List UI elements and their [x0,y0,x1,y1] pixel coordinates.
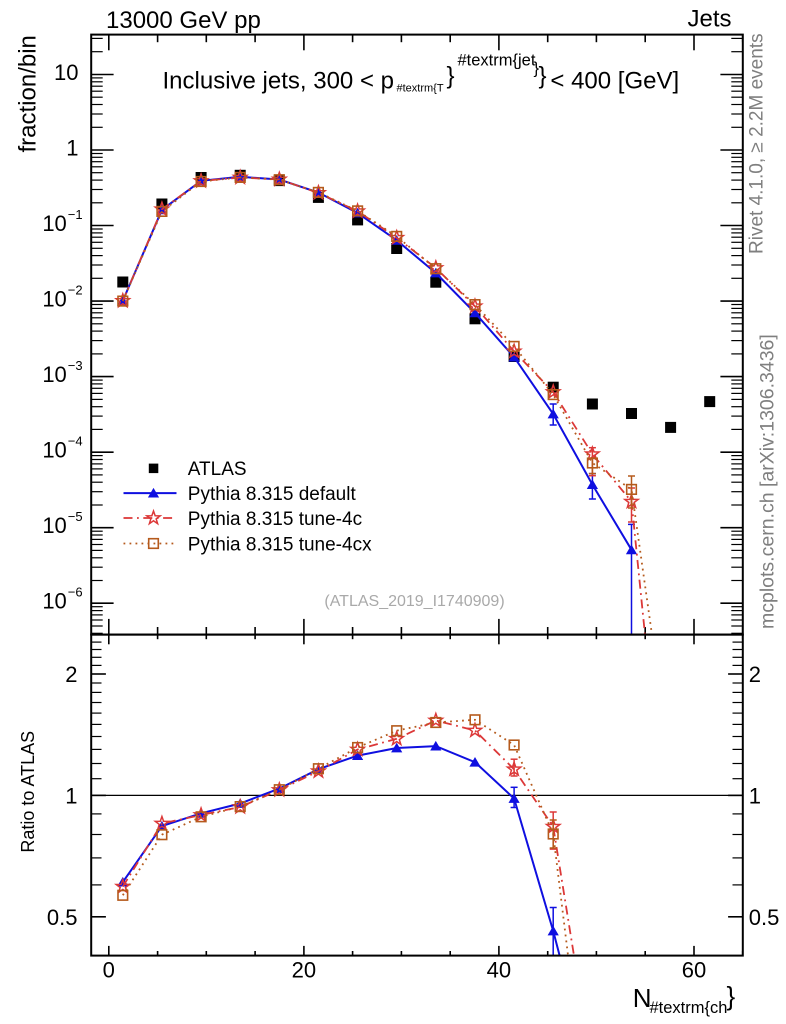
svg-text:Pythia 8.315 tune-4c: Pythia 8.315 tune-4c [188,509,362,530]
svg-text:1: 1 [65,783,77,808]
svg-text:< 400 [GeV]: < 400 [GeV] [550,68,679,95]
svg-text:40: 40 [487,958,511,983]
svg-text:10: 10 [42,589,66,614]
svg-text:N: N [633,983,652,1013]
svg-text:#textrm{T: #textrm{T [397,83,444,95]
svg-text:10: 10 [54,60,78,85]
svg-text:#textrm{ch: #textrm{ch [650,999,728,1017]
svg-text:20: 20 [292,958,316,983]
svg-text:−1: −1 [68,207,83,222]
svg-text:0: 0 [103,958,115,983]
svg-text:−5: −5 [68,509,83,524]
svg-text:Rivet 4.1.0, ≥ 2.2M events: Rivet 4.1.0, ≥ 2.2M events [747,33,768,254]
svg-text:10: 10 [42,362,66,387]
svg-text:60: 60 [682,958,706,983]
svg-text:0.5: 0.5 [47,905,78,930]
svg-text:−6: −6 [68,585,83,600]
svg-text:10: 10 [42,513,66,538]
svg-text:Pythia 8.315 default: Pythia 8.315 default [188,484,357,505]
svg-text:13000 GeV pp: 13000 GeV pp [106,7,261,34]
svg-text:}: } [727,981,736,1011]
svg-text:−4: −4 [68,434,83,449]
svg-text:ATLAS: ATLAS [188,459,247,480]
svg-text:2: 2 [749,662,761,687]
svg-text:fraction/bin: fraction/bin [14,35,41,152]
svg-text:1: 1 [66,136,78,161]
svg-text:Inclusive jets, 300 < p: Inclusive jets, 300 < p [163,68,394,95]
svg-text:Pythia 8.315 tune-4cx: Pythia 8.315 tune-4cx [188,534,372,555]
svg-text:10: 10 [42,211,66,236]
svg-text:}: } [539,63,547,90]
svg-text:−2: −2 [68,282,83,297]
svg-text:2: 2 [65,662,77,687]
svg-text:#textrm{jet: #textrm{jet [458,52,536,70]
svg-text:1: 1 [749,783,761,808]
svg-text:}: } [447,63,455,90]
svg-text:10: 10 [42,287,66,312]
svg-text:10: 10 [42,438,66,463]
svg-text:}: } [534,60,540,78]
svg-text:Jets: Jets [687,6,731,33]
svg-text:0.5: 0.5 [749,905,780,930]
svg-text:mcplots.cern.ch [arXiv:1306.34: mcplots.cern.ch [arXiv:1306.3436] [757,334,779,629]
svg-text:Ratio to ATLAS: Ratio to ATLAS [18,731,38,853]
svg-text:−3: −3 [68,358,83,373]
svg-text:(ATLAS_2019_I1740909): (ATLAS_2019_I1740909) [324,593,504,610]
